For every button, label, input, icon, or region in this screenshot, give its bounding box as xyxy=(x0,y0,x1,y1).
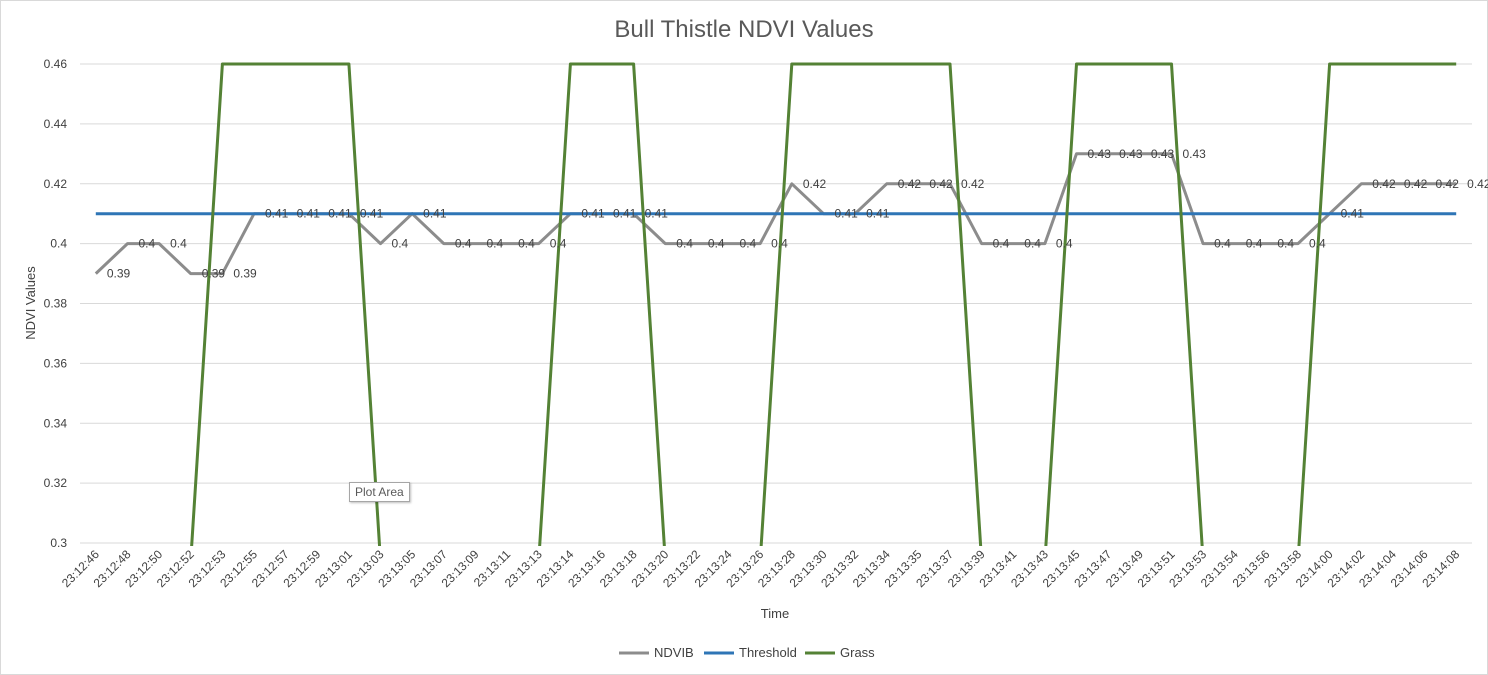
data-label: 0.42 xyxy=(929,177,953,191)
data-label: 0.42 xyxy=(1436,177,1460,191)
x-axis-title: Time xyxy=(761,606,789,621)
data-label: 0.41 xyxy=(265,207,289,221)
data-label: 0.4 xyxy=(518,237,535,251)
data-label: 0.42 xyxy=(961,177,985,191)
y-tick-label: 0.4 xyxy=(50,237,67,251)
data-label: 0.4 xyxy=(1024,237,1041,251)
plot-area[interactable] xyxy=(94,62,1457,561)
y-tick-label: 0.34 xyxy=(44,416,68,430)
data-label: 0.43 xyxy=(1151,147,1175,161)
data-label: 0.4 xyxy=(993,237,1010,251)
data-label: 0.39 xyxy=(107,267,131,281)
data-label: 0.4 xyxy=(1214,237,1231,251)
y-axis-ticks: 0.3 0.32 0.34 0.36 0.38 0.4 0.42 0.44 0.46 xyxy=(44,57,68,550)
data-label: 0.39 xyxy=(233,267,257,281)
data-label: 0.42 xyxy=(898,177,922,191)
legend-label: NDVIB xyxy=(654,645,694,660)
data-label: 0.41 xyxy=(297,207,321,221)
data-label: 0.41 xyxy=(581,207,605,221)
legend-label: Grass xyxy=(840,645,875,660)
data-label: 0.41 xyxy=(613,207,637,221)
y-tick-label: 0.42 xyxy=(44,177,68,191)
series-line-grass xyxy=(190,62,1457,546)
data-label: 0.4 xyxy=(1309,237,1326,251)
data-label: 0.4 xyxy=(550,237,567,251)
data-label: 0.4 xyxy=(1056,237,1073,251)
data-label: 0.4 xyxy=(455,237,472,251)
data-label: 0.43 xyxy=(1119,147,1143,161)
data-label: 0.41 xyxy=(834,207,858,221)
data-label: 0.4 xyxy=(392,237,409,251)
data-label: 0.4 xyxy=(771,237,788,251)
data-label: 0.4 xyxy=(138,237,155,251)
data-label: 0.4 xyxy=(170,237,187,251)
data-labels: 0.39 0.4 0.4 0.39 0.39 0.41 0.41 0.41 0.41 0.4 0.4… xyxy=(107,147,1488,281)
data-label: 0.41 xyxy=(423,207,447,221)
y-tick-label: 0.38 xyxy=(44,297,68,311)
data-label: 0.42 xyxy=(1372,177,1396,191)
data-label: 0.42 xyxy=(803,177,827,191)
data-label: 0.39 xyxy=(202,267,226,281)
y-tick-label: 0.36 xyxy=(44,356,68,370)
y-tick-label: 0.3 xyxy=(50,536,67,550)
chart-title: Bull Thistle NDVI Values xyxy=(614,16,873,43)
plot-area-tooltip: Plot Area xyxy=(349,482,410,502)
data-label: 0.42 xyxy=(1467,177,1488,191)
data-label: 0.4 xyxy=(676,237,693,251)
data-label: 0.41 xyxy=(360,207,384,221)
data-label: 0.4 xyxy=(708,237,725,251)
legend: NDVIB Threshold Grass xyxy=(619,645,875,660)
x-axis-ticks: 23:12:4623:12:4823:12:5023:12:5223:12:53… xyxy=(59,547,1463,590)
data-label: 0.41 xyxy=(1341,207,1365,221)
data-label: 0.4 xyxy=(1277,237,1294,251)
y-tick-label: 0.46 xyxy=(44,57,68,71)
data-label: 0.4 xyxy=(1246,237,1263,251)
data-label: 0.41 xyxy=(866,207,890,221)
data-label: 0.4 xyxy=(486,237,503,251)
data-label: 0.43 xyxy=(1182,147,1206,161)
y-axis-title: NDVI Values xyxy=(23,266,38,340)
data-label: 0.41 xyxy=(645,207,669,221)
data-label: 0.42 xyxy=(1404,177,1428,191)
data-label: 0.4 xyxy=(740,237,757,251)
legend-label: Threshold xyxy=(739,645,797,660)
y-tick-label: 0.32 xyxy=(44,476,68,490)
data-label: 0.41 xyxy=(328,207,352,221)
y-tick-label: 0.44 xyxy=(44,117,68,131)
data-label: 0.43 xyxy=(1088,147,1112,161)
